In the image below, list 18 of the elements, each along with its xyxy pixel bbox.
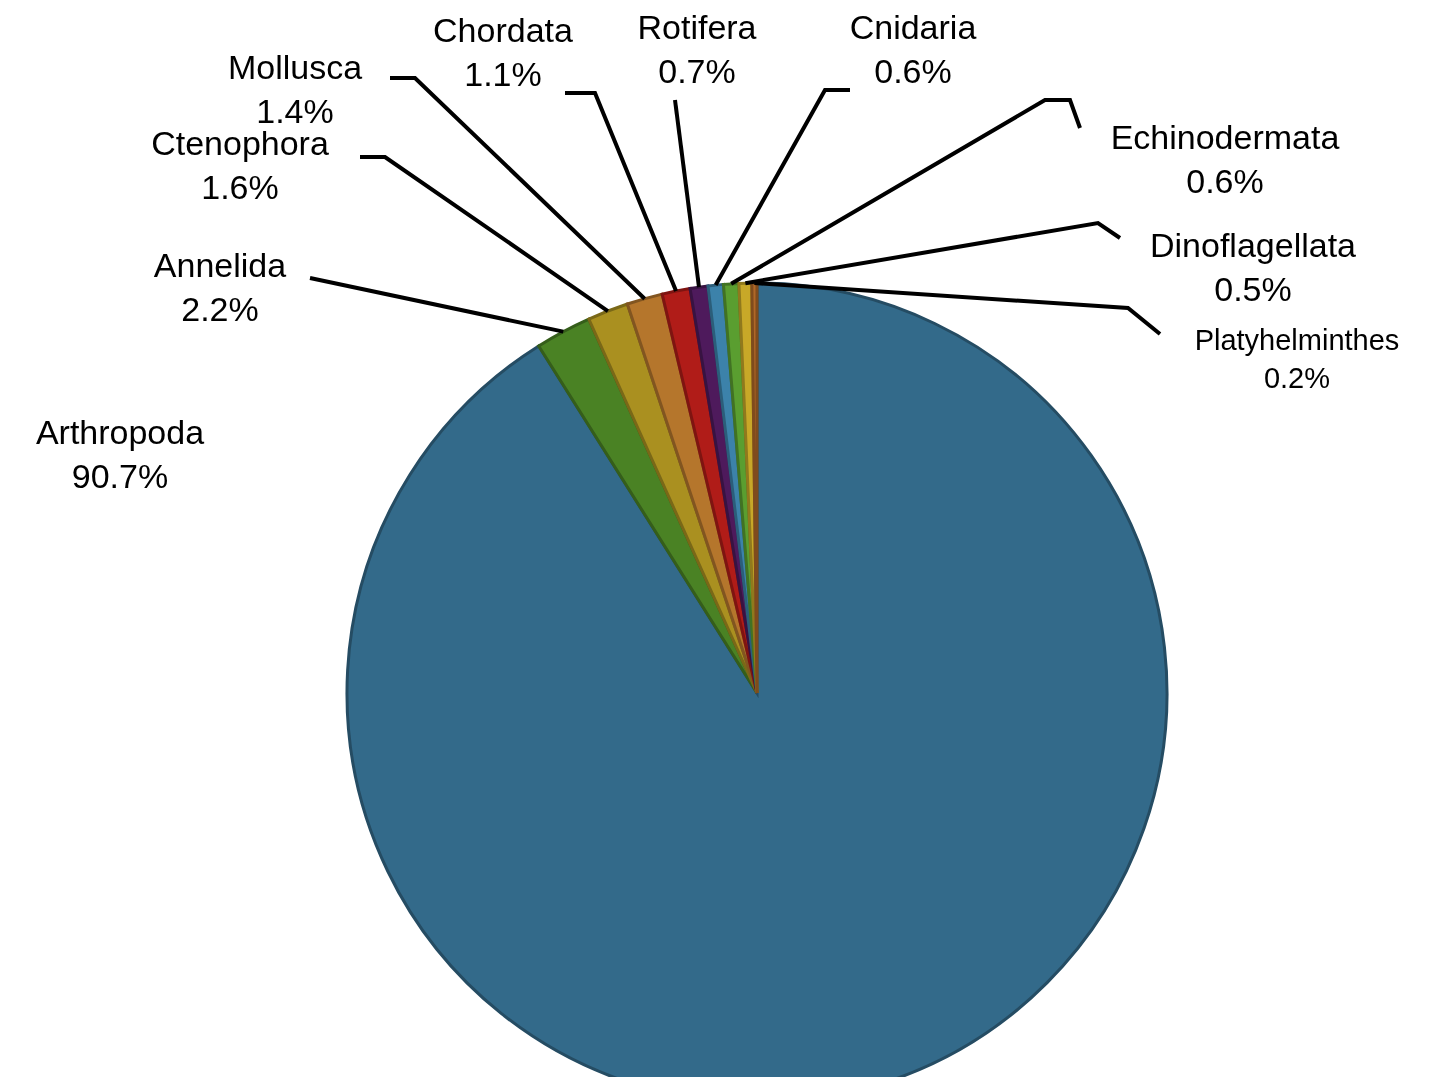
data-label: 1.6% — [201, 168, 279, 207]
data-label: 2.2% — [181, 290, 259, 329]
slice-label: Platyhelminthes — [1194, 324, 1400, 357]
slice-label: Mollusca — [227, 47, 363, 86]
data-label: 90.7% — [71, 457, 169, 496]
data-label: 0.7% — [658, 52, 736, 91]
slice-label: Echinodermata — [1110, 117, 1340, 156]
data-label: 0.6% — [874, 52, 952, 91]
data-label: 0.2% — [1263, 361, 1331, 394]
slice-label: Annelida — [153, 245, 287, 284]
data-label: 1.1% — [464, 55, 542, 94]
slice-label: Arthropoda — [35, 412, 205, 451]
slice-label: Chordata — [433, 10, 574, 49]
slice-label: Dinoflagellata — [1149, 225, 1357, 264]
slice-label: Rotifera — [637, 7, 757, 46]
data-label: 0.6% — [1186, 162, 1264, 201]
data-label: 0.5% — [1214, 270, 1292, 309]
slice-label: Cnidaria — [849, 7, 977, 46]
